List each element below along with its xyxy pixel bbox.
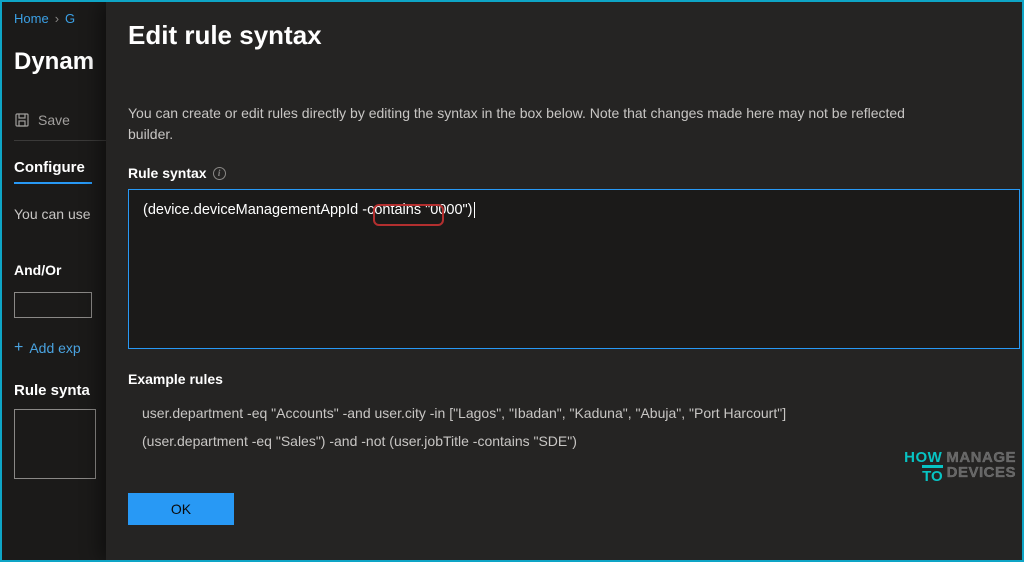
example-rules-label: Example rules bbox=[128, 371, 1022, 387]
rule-syntax-value: (device.deviceManagementAppId -contains … bbox=[143, 202, 473, 218]
rule-syntax-textarea[interactable]: (device.deviceManagementAppId -contains … bbox=[128, 189, 1020, 349]
page-title: Dynam bbox=[14, 48, 106, 76]
configure-tab[interactable]: Configure bbox=[14, 159, 106, 176]
background-pane: Home › G Dynam Save Configure You can us… bbox=[2, 2, 106, 560]
add-expression-link[interactable]: + Add exp bbox=[14, 340, 106, 356]
andor-dropdown[interactable] bbox=[14, 292, 92, 318]
panel-title: Edit rule syntax bbox=[128, 20, 1022, 51]
rule-syntax-field-label: Rule syntax i bbox=[128, 165, 1022, 181]
info-icon[interactable]: i bbox=[213, 167, 226, 180]
breadcrumb-home[interactable]: Home bbox=[14, 11, 49, 26]
add-expression-label: Add exp bbox=[29, 340, 80, 356]
panel-description: You can create or edit rules directly by… bbox=[128, 103, 1022, 145]
save-icon bbox=[14, 112, 30, 128]
plus-icon: + bbox=[14, 340, 23, 356]
toolbar-divider bbox=[14, 140, 106, 141]
edit-rule-syntax-panel: Edit rule syntax You can create or edit … bbox=[106, 2, 1022, 560]
configure-tab-underline bbox=[14, 182, 92, 184]
example-rule-1: user.department -eq "Accounts" -and user… bbox=[142, 399, 1022, 427]
watermark-devices: DEVICES bbox=[947, 465, 1016, 484]
helper-text: You can use bbox=[14, 206, 106, 222]
rule-syntax-section-label: Rule synta bbox=[14, 382, 106, 399]
example-rules-block: user.department -eq "Accounts" -and user… bbox=[128, 399, 1022, 455]
breadcrumb[interactable]: Home › G bbox=[14, 8, 106, 28]
watermark: HOW MANAGE TO DEVICES bbox=[904, 450, 1016, 484]
ok-button[interactable]: OK bbox=[128, 493, 234, 525]
andor-column-header: And/Or bbox=[14, 262, 106, 278]
watermark-how: HOW bbox=[904, 450, 942, 465]
save-label: Save bbox=[38, 112, 70, 128]
breadcrumb-item-truncated[interactable]: G bbox=[65, 11, 75, 26]
watermark-manage: MANAGE bbox=[946, 450, 1016, 465]
text-caret bbox=[474, 202, 475, 218]
example-rule-2: (user.department -eq "Sales") -and -not … bbox=[142, 427, 1022, 455]
watermark-to: TO bbox=[922, 465, 943, 484]
breadcrumb-separator: › bbox=[55, 11, 59, 26]
save-button[interactable]: Save bbox=[14, 112, 106, 128]
rule-syntax-readonly-box bbox=[14, 409, 96, 479]
